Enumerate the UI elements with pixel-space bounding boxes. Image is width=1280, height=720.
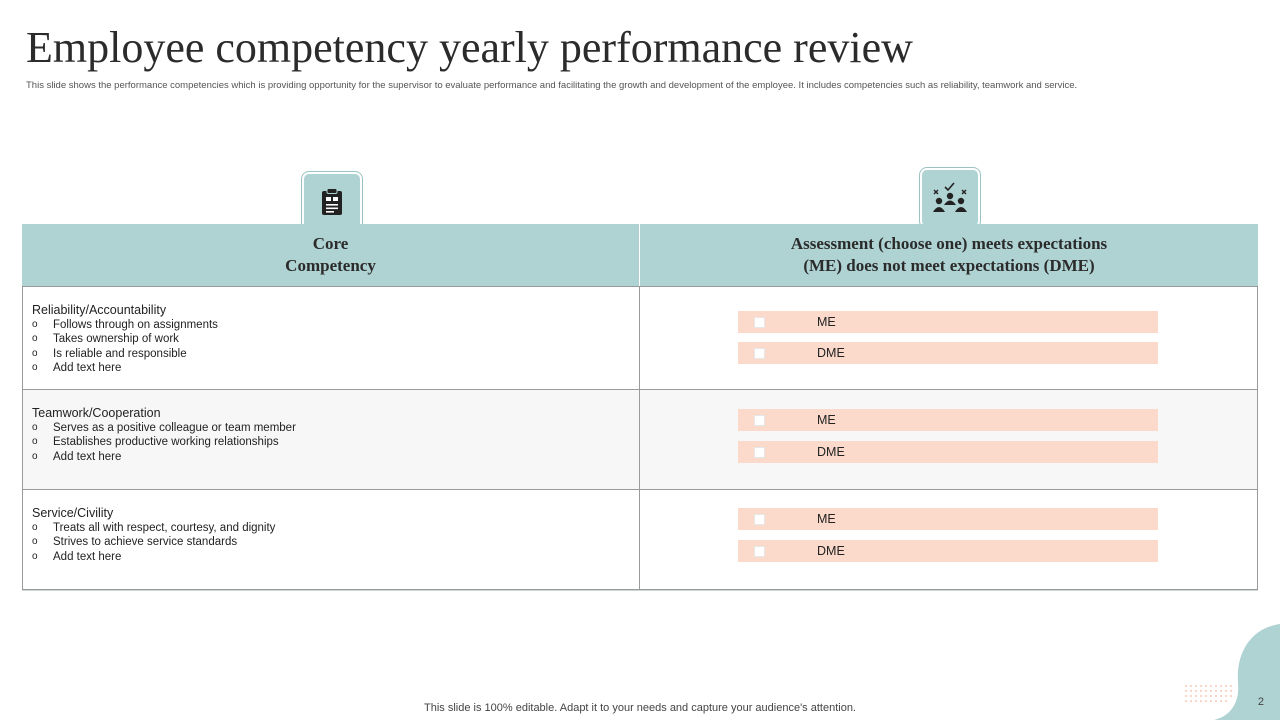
competency-cell: Reliability/Accountability Follows throu… (23, 287, 640, 389)
competency-cell: Teamwork/Cooperation Serves as a positiv… (23, 390, 640, 489)
competency-heading: Reliability/Accountability (32, 303, 167, 317)
dme-checkbox[interactable] (754, 347, 765, 359)
me-option[interactable]: ME (738, 409, 1158, 431)
dme-checkbox[interactable] (754, 446, 765, 458)
table-row: Service/Civility Treats all with respect… (22, 490, 1258, 590)
list-item: Add text here (32, 361, 639, 376)
dme-checkbox[interactable] (754, 545, 765, 557)
header-core-competency: Core Competency (22, 224, 640, 286)
list-item: Add text here (32, 550, 639, 565)
list-item: Treats all with respect, courtesy, and d… (32, 521, 639, 536)
dme-option[interactable]: DME (738, 540, 1158, 562)
me-option[interactable]: ME (738, 311, 1158, 333)
competency-cell: Service/Civility Treats all with respect… (23, 490, 640, 589)
dme-option[interactable]: DME (738, 342, 1158, 364)
list-item: Takes ownership of work (32, 332, 639, 347)
header-assessment: Assessment (choose one) meets expectatio… (790, 234, 1108, 275)
option-label: ME (817, 512, 836, 526)
competency-bullets: Treats all with respect, courtesy, and d… (32, 521, 639, 564)
list-item: Is reliable and responsible (32, 347, 639, 362)
table-row: Reliability/Accountability Follows throu… (22, 286, 1258, 390)
option-label: ME (817, 315, 836, 329)
competency-bullets: Follows through on assignments Takes own… (32, 318, 639, 375)
page-number: 2 (1257, 696, 1264, 708)
list-item: Serves as a positive colleague or team m… (32, 421, 639, 436)
competency-heading: Service/Civility (32, 506, 114, 520)
table-header: Core Competency Assessment (choose one) … (22, 224, 1258, 286)
option-label: DME (817, 445, 845, 459)
list-item: Add text here (32, 450, 639, 465)
me-option[interactable]: ME (738, 508, 1158, 530)
list-item: Establishes productive working relations… (32, 435, 639, 450)
dme-option[interactable]: DME (738, 441, 1158, 463)
option-label: ME (817, 413, 836, 427)
option-label: DME (817, 346, 845, 360)
assessment-cell: ME DME (640, 287, 1257, 389)
competency-table: Core Competency Assessment (choose one) … (22, 224, 1258, 591)
option-label: DME (817, 544, 845, 558)
clipboard-icon (302, 172, 362, 232)
competency-bullets: Serves as a positive colleague or team m… (32, 421, 639, 464)
me-checkbox[interactable] (754, 513, 765, 525)
decorative-wave (1185, 624, 1280, 720)
me-checkbox[interactable] (754, 414, 765, 426)
footer-note: This slide is 100% editable. Adapt it to… (424, 702, 856, 714)
table-row: Teamwork/Cooperation Serves as a positiv… (22, 390, 1258, 490)
assessment-cell: ME DME (640, 390, 1257, 489)
me-checkbox[interactable] (754, 316, 765, 328)
list-item: Strives to achieve service standards (32, 535, 639, 550)
page-title: Employee competency yearly performance r… (26, 23, 913, 72)
list-item: Follows through on assignments (32, 318, 639, 333)
competency-heading: Teamwork/Cooperation (32, 406, 161, 420)
page-subtitle: This slide shows the performance compete… (26, 80, 1078, 91)
team-evaluation-icon (920, 168, 980, 228)
assessment-cell: ME DME (640, 490, 1257, 589)
